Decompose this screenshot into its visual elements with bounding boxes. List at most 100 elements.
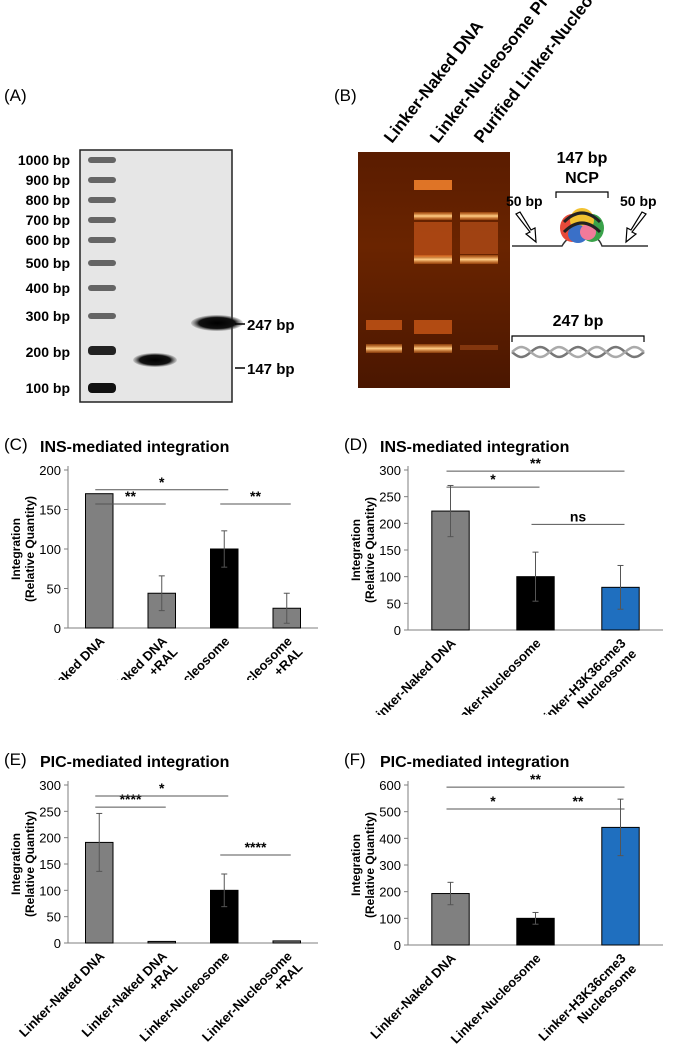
ladder-band [88, 177, 116, 183]
y-tick-label: 0 [54, 936, 61, 951]
y-tick-label: 50 [387, 596, 401, 611]
ladder-label: 300 bp [26, 308, 70, 324]
ncp-size-label: 147 bp [557, 150, 608, 167]
band-label-247: 247 bp [247, 317, 295, 334]
y-axis-label: Integration(Relative Quantity) [349, 497, 377, 603]
chart-d-svg: (D) INS-mediated integration Integration(R… [344, 435, 663, 715]
band-247bp [191, 315, 243, 331]
ladder-band [88, 313, 116, 319]
panel-a-letter: (A) [4, 86, 27, 105]
bar [147, 940, 176, 944]
significance-label: **** [120, 791, 142, 807]
chart-e-svg: (E) PIC-mediated integration Integration(R… [4, 750, 318, 1044]
y-tick-label: 250 [379, 490, 401, 505]
x-category-label: Linker-Nucleosome [448, 951, 544, 1047]
gel-band [414, 344, 452, 353]
y-axis-label: Integration(Relative Quantity) [349, 812, 377, 918]
y-tick-label: 100 [39, 883, 61, 898]
x-category-label: Linker-Naked DNA [367, 950, 459, 1042]
ladder-band [88, 285, 116, 291]
gel-band [414, 222, 452, 257]
significance-label: ** [530, 771, 541, 787]
significance-label: ** [125, 488, 136, 504]
y-tick-label: 200 [39, 463, 61, 478]
x-category-label: Linker-H3K36cme3Nucleosome [535, 951, 639, 1055]
ladder-band [88, 237, 116, 243]
gel-band [460, 212, 498, 220]
ladder-band [88, 197, 116, 203]
x-category-label: Linker-Naked DNA [16, 633, 108, 680]
panel-b-letter: (B) [334, 86, 357, 105]
panel-letter: (D) [344, 435, 368, 454]
panel-letter: (E) [4, 750, 27, 769]
ladder-lane [88, 157, 116, 393]
y-tick-label: 150 [39, 857, 61, 872]
y-tick-label: 150 [379, 543, 401, 558]
gel-band [414, 255, 452, 264]
arrow-right-icon [625, 211, 647, 244]
chart-title: PIC-mediated integration [40, 754, 229, 771]
y-axis-label: Integration(Relative Quantity) [9, 496, 37, 602]
y-tick-label: 200 [39, 831, 61, 846]
significance-label: ** [530, 455, 541, 471]
gel-band [366, 320, 402, 330]
band-147bp [133, 353, 177, 367]
panel-e: (E) PIC-mediated integration Integration(R… [0, 745, 330, 1045]
y-tick-label: 400 [379, 831, 401, 846]
significance-label: **** [245, 839, 267, 855]
y-tick-label: 100 [39, 542, 61, 557]
y-axis-label: Integration(Relative Quantity) [9, 811, 37, 917]
chart-title: PIC-mediated integration [380, 754, 569, 771]
gel-band [414, 320, 452, 334]
ladder-band [88, 346, 116, 355]
significance-label: * [490, 793, 496, 809]
bar [85, 493, 114, 629]
panel-letter: (F) [344, 750, 366, 769]
bar [431, 510, 470, 631]
panel-b-figure: Linker-Naked DNA Linker-Nucleosome Prep … [358, 0, 657, 388]
ladder-label: 200 bp [26, 344, 70, 360]
y-tick-label: 300 [379, 858, 401, 873]
gel-band [414, 180, 452, 190]
y-tick-label: 0 [394, 938, 401, 953]
arrow-left-icon [515, 211, 537, 244]
bar [272, 940, 301, 944]
significance-label: ns [570, 508, 587, 524]
band-label-147: 147 bp [247, 361, 295, 378]
significance-label: * [159, 474, 165, 490]
chart-title: INS-mediated integration [40, 439, 229, 456]
panel-a-gel-figure: 1000 bp 900 bp 800 bp 700 bp 600 bp 500 bp 400… [18, 149, 295, 403]
panel-letter: (C) [4, 435, 28, 454]
ncp-bracket [555, 191, 609, 198]
ladder-label: 1000 bp [18, 152, 70, 168]
x-category-label: Linker-Nucleosome [448, 636, 544, 715]
y-tick-label: 600 [379, 778, 401, 793]
ladder-band [88, 217, 116, 223]
significance-label: ** [250, 488, 261, 504]
y-tick-label: 50 [47, 910, 61, 925]
significance-label: * [490, 471, 496, 487]
x-category-label: Linker-H3K36cme3Nucleosome [535, 636, 639, 715]
panel-a-ladder-labels: 1000 bp 900 bp 800 bp 700 bp 600 bp 500 bp 400… [18, 152, 70, 396]
y-tick-label: 250 [39, 804, 61, 819]
panel-f: (F) PIC-mediated integration Integration(R… [340, 745, 675, 1055]
gel-band [414, 212, 452, 220]
dna-double-helix-icon [511, 345, 645, 359]
gel-band [460, 255, 498, 264]
y-tick-label: 0 [394, 623, 401, 638]
y-tick-label: 300 [379, 463, 401, 478]
y-tick-label: 200 [379, 516, 401, 531]
naked-dna-bracket [511, 335, 645, 342]
y-tick-label: 50 [47, 582, 61, 597]
gel-band [460, 222, 498, 254]
ladder-band [88, 383, 116, 393]
ladder-band [88, 260, 116, 266]
y-tick-label: 300 [39, 778, 61, 793]
ladder-label: 400 bp [26, 280, 70, 296]
chart-f-svg: (F) PIC-mediated integration Integration(R… [344, 750, 663, 1055]
y-tick-label: 150 [39, 503, 61, 518]
ladder-label: 600 bp [26, 232, 70, 248]
linker-right-label: 50 bp [620, 193, 657, 209]
panel-d: (D) INS-mediated integration Integration(R… [340, 430, 675, 715]
significance-label: * [159, 780, 165, 796]
